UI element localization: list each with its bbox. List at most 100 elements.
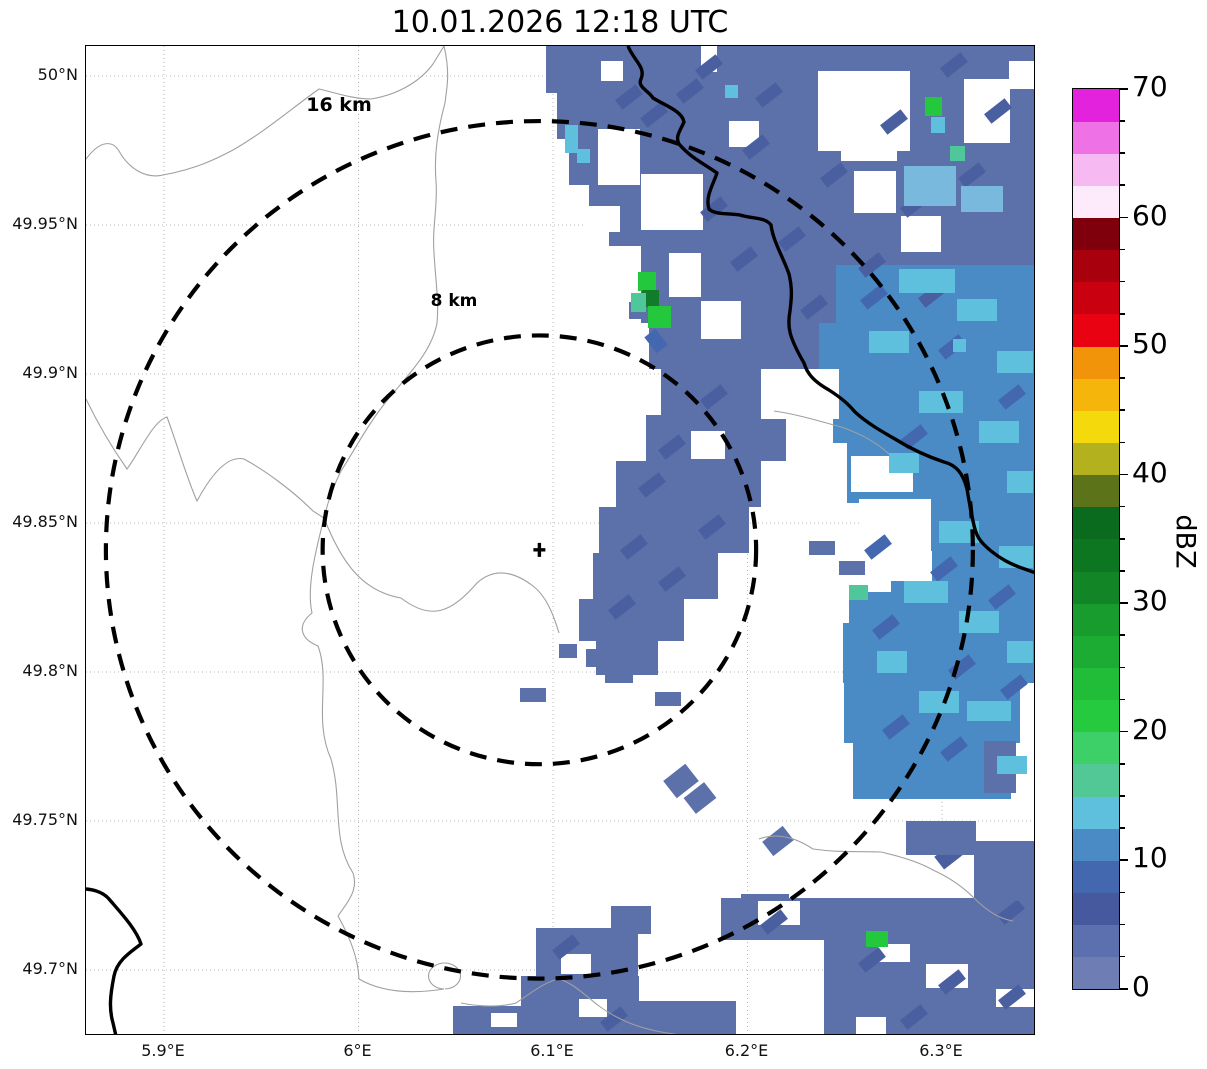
colorbar-segment: [1073, 185, 1119, 219]
admin-boundary-line: [323, 46, 449, 519]
colorbar-segment: [1073, 828, 1119, 861]
colorbar-minor-tick: [1120, 795, 1125, 797]
radar-echo-cell: [636, 1001, 736, 1034]
colorbar-minor-tick: [1120, 891, 1125, 894]
radar-echo-cell: [919, 391, 963, 413]
colorbar-minor-tick: [1120, 634, 1125, 637]
admin-boundary-line: [758, 835, 1014, 922]
latitude-tick-label: 50°N: [37, 65, 78, 84]
colorbar-tick-label: 60: [1132, 198, 1168, 232]
radar-echo-cell: [869, 331, 909, 353]
echo-gap-cell: [561, 954, 591, 974]
colorbar-segment: [1073, 603, 1119, 636]
admin-boundary-line: [323, 517, 560, 634]
colorbar-segment: [1073, 764, 1119, 797]
radar-echo-cell: [974, 841, 1034, 901]
radar-echo-cell: [638, 272, 656, 291]
radar-echo-cell: [655, 692, 681, 706]
colorbar-major-tick: [1120, 859, 1128, 862]
latitude-tick-label: 49.9°N: [22, 363, 78, 382]
admin-boundary-line: [86, 46, 445, 177]
colorbar-minor-tick: [1120, 666, 1125, 669]
longitude-tick-label: 6.1°E: [530, 1041, 574, 1060]
radar-echo-cell: [967, 701, 1011, 721]
radar-echo-cell: [957, 299, 997, 321]
echo-gap-cell: [701, 301, 741, 339]
echo-gap-cell: [601, 246, 641, 302]
range-ring-16km: [103, 118, 975, 981]
radar-echo-cell: [961, 186, 1003, 212]
colorbar-segment: [1073, 314, 1119, 347]
radar-echo-cell: [839, 561, 865, 575]
radar-echo-cell: [616, 461, 761, 507]
colorbar-segment: [1073, 249, 1119, 283]
colorbar-segment: [1073, 924, 1119, 958]
radar-echo-cell: [953, 339, 966, 352]
echo-gap-cell: [691, 431, 725, 459]
radar-echo-cell: [950, 146, 965, 161]
radar-echo-cell: [849, 585, 868, 600]
colorbar-tick-label: 50: [1132, 327, 1168, 361]
radar-echo-cell: [979, 421, 1019, 443]
echo-gap-cell: [901, 216, 941, 252]
radar-echo-cell: [809, 541, 835, 555]
colorbar-segment: [1073, 506, 1119, 540]
latitude-tick-label: 49.85°N: [12, 512, 78, 531]
country-border-line: [86, 887, 143, 1034]
echo-gap-cell: [878, 944, 910, 962]
radar-echo-cell: [648, 306, 671, 328]
longitude-tick-label: 6.2°E: [724, 1041, 769, 1060]
radar-echo-cell: [642, 290, 659, 307]
colorbar-major-tick: [1120, 473, 1128, 476]
colorbar-segment: [1073, 281, 1119, 315]
radar-echo-cell: [997, 756, 1027, 774]
echo-gap-cell: [669, 253, 701, 297]
colorbar-minor-tick: [1120, 280, 1125, 283]
colorbar-minor-tick: [1120, 827, 1125, 829]
colorbar-major-tick: [1120, 602, 1128, 604]
colorbar-minor-tick: [1120, 763, 1125, 765]
radar-echo-cell: [520, 688, 546, 702]
colorbar-unit-label: dBZ: [1169, 514, 1201, 569]
radar-echo-cell: [925, 97, 942, 116]
plot-title: 10.01.2026 12:18 UTC: [391, 5, 729, 40]
colorbar-tick-label: 0: [1132, 970, 1150, 1003]
radar-echo-cell: [565, 125, 578, 153]
map-plot-area: 16 km 8 km: [85, 45, 1035, 1035]
radar-echo-cell: [593, 553, 718, 599]
radar-echo-cell: [605, 667, 633, 683]
radar-echo-cell: [577, 149, 590, 163]
colorbar-tick-label: 40: [1132, 455, 1168, 489]
colorbar-segment: [1073, 635, 1119, 669]
radar-echo-cell: [611, 906, 651, 934]
colorbar-minor-tick: [1120, 538, 1125, 540]
colorbar-segment: [1073, 474, 1119, 508]
echo-gap-cell: [579, 999, 607, 1017]
colorbar-major-tick: [1120, 988, 1128, 990]
echo-gap-cell: [791, 528, 891, 592]
colorbar-minor-tick: [1120, 152, 1125, 154]
colorbar-tick-label: 20: [1132, 712, 1168, 746]
colorbar-minor-tick: [1120, 955, 1125, 958]
radar-echo-cell: [939, 521, 979, 543]
range-ring-8km: [320, 333, 759, 767]
radar-echo-cell: [586, 649, 618, 667]
echo-gap-cell: [601, 61, 623, 81]
colorbar-segment: [1073, 571, 1119, 604]
colorbar-segment: [1073, 539, 1119, 572]
range-ring-8km-label: 8 km: [430, 291, 478, 311]
colorbar-major-tick: [1120, 88, 1128, 90]
colorbar-segment: [1073, 699, 1119, 733]
radar-echo-cell: [997, 351, 1033, 373]
admin-boundary-line: [773, 410, 890, 455]
radar-echo-cell: [904, 166, 956, 206]
radar-echo-cell: [919, 691, 959, 713]
colorbar-major-tick: [1120, 345, 1128, 347]
colorbar-tick-label: 30: [1132, 584, 1168, 618]
colorbar-tick-label: 10: [1132, 841, 1168, 875]
colorbar-minor-tick: [1120, 377, 1125, 379]
colorbar-segment: [1073, 956, 1119, 990]
colorbar-major-tick: [1120, 216, 1128, 219]
colorbar-segment: [1073, 892, 1119, 926]
colorbar-minor-tick: [1120, 248, 1125, 251]
